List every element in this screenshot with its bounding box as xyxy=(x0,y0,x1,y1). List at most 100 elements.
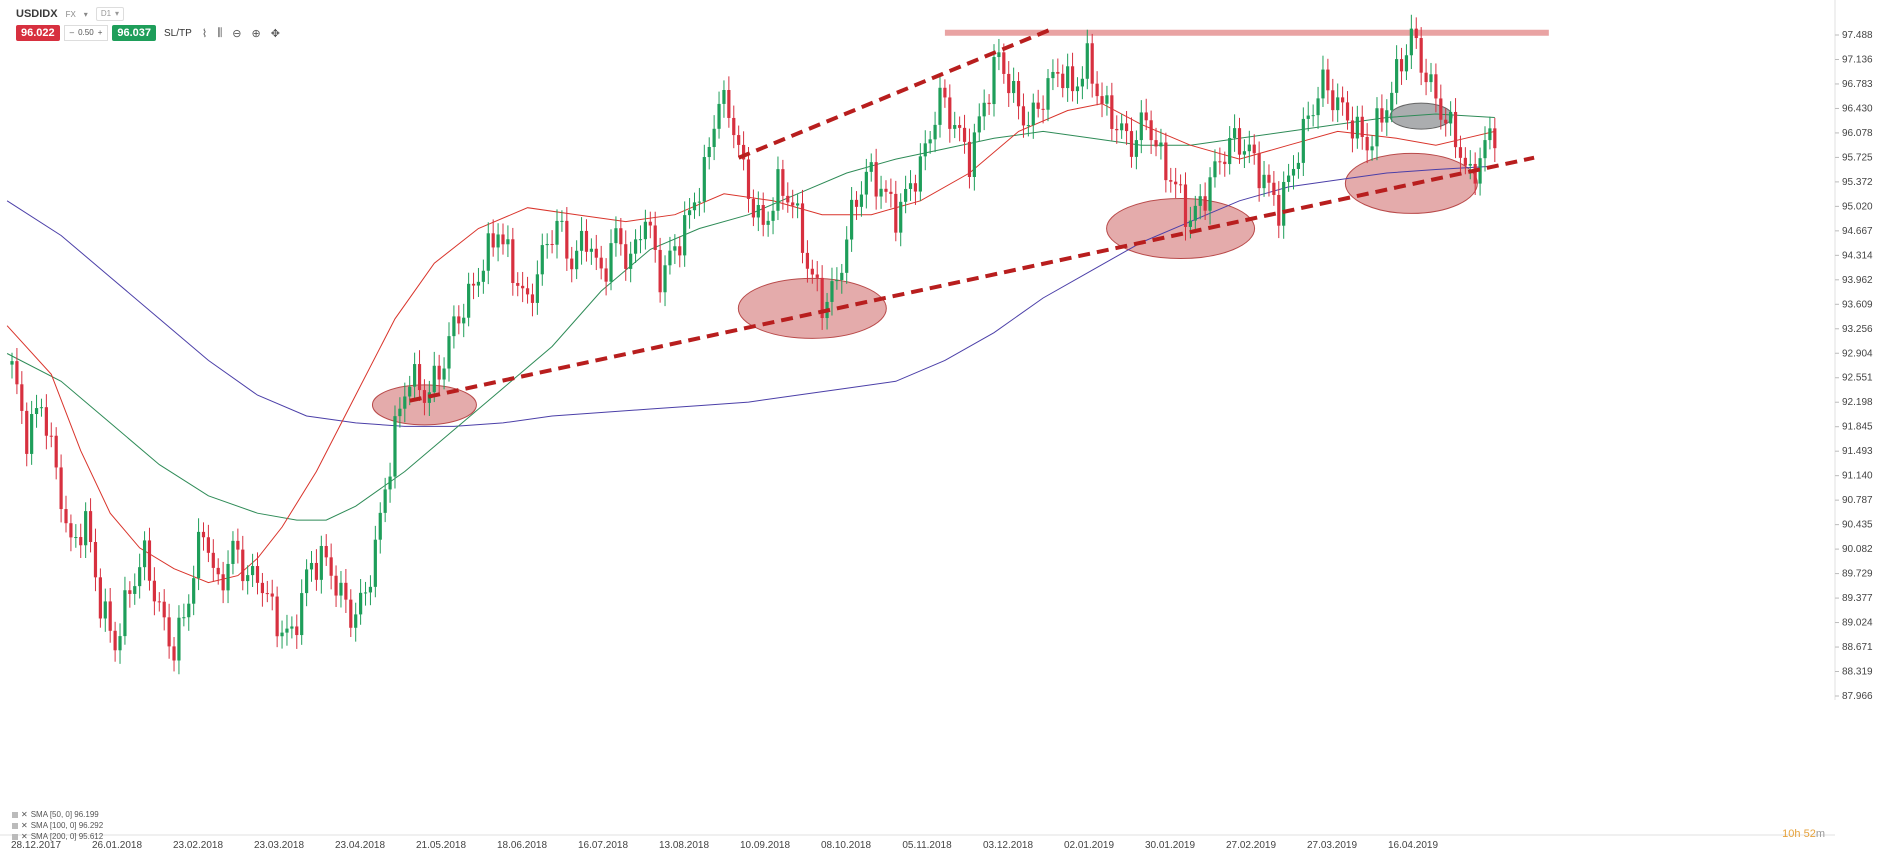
zoom-out-icon[interactable]: ⊖ xyxy=(232,27,242,40)
candle xyxy=(491,219,495,257)
candle-body xyxy=(1203,196,1207,211)
candle xyxy=(633,229,638,263)
candles-icon[interactable]: ⫼ xyxy=(217,26,223,39)
interval-select[interactable]: D1 ▾ xyxy=(95,7,125,21)
price-tick-label: 88.671 xyxy=(1842,642,1873,653)
candle xyxy=(437,354,441,394)
candle xyxy=(417,350,422,401)
time-tick-label: 21.05.2018 xyxy=(416,840,466,851)
spread-value: 0.50 xyxy=(78,28,94,37)
candle xyxy=(344,568,348,614)
candle xyxy=(629,241,633,283)
candle xyxy=(246,565,250,595)
candle xyxy=(255,552,260,595)
candle-body xyxy=(663,265,667,293)
candle-body xyxy=(413,364,417,387)
minus-icon[interactable]: – xyxy=(69,28,75,37)
candle xyxy=(1488,116,1492,150)
candle-body xyxy=(138,567,142,587)
candle-body xyxy=(383,489,387,513)
candle-body xyxy=(1100,96,1104,104)
candle xyxy=(334,565,338,607)
candle-body xyxy=(157,601,161,603)
candle xyxy=(570,246,574,283)
zoom-in-icon[interactable]: ⊕ xyxy=(251,27,261,40)
candle xyxy=(894,180,898,242)
settings-icon[interactable] xyxy=(12,822,18,829)
candle xyxy=(1267,164,1271,197)
candle xyxy=(10,352,14,379)
chevron-down-icon[interactable]: ▾ xyxy=(83,9,88,19)
candle-body xyxy=(722,89,726,104)
plus-icon[interactable]: + xyxy=(97,28,103,37)
candle-body xyxy=(1051,71,1055,79)
candle xyxy=(584,219,589,262)
settings-icon[interactable] xyxy=(12,833,18,840)
time-tick-label: 13.08.2018 xyxy=(659,840,709,851)
candle xyxy=(982,89,986,131)
candle-body xyxy=(840,272,844,280)
candle xyxy=(329,543,333,590)
candle xyxy=(1061,64,1065,98)
lower-trendline xyxy=(409,155,1535,403)
candle xyxy=(653,211,657,263)
candle xyxy=(1139,100,1143,154)
support-zone-4 xyxy=(1344,152,1478,214)
sell-button[interactable]: 96.022 xyxy=(16,25,60,41)
candle-body xyxy=(93,542,98,578)
crosshair-icon[interactable]: ✥ xyxy=(270,27,280,40)
candle xyxy=(771,197,775,235)
close-icon[interactable]: ✕ xyxy=(21,810,28,819)
instrument-header: USDIDX FX ▾ D1 ▾ xyxy=(16,6,125,22)
time-tick-label: 27.02.2019 xyxy=(1226,840,1276,851)
legend-sma200[interactable]: ✕ SMA [200, 0] 95.612 xyxy=(12,831,103,842)
candle xyxy=(1316,86,1320,129)
price-tick-label: 91.493 xyxy=(1842,446,1873,457)
candle xyxy=(142,531,147,581)
settings-icon[interactable] xyxy=(12,811,18,818)
candle-body xyxy=(84,511,88,546)
candle-body xyxy=(1375,108,1379,147)
candle xyxy=(953,111,957,139)
sltp-button[interactable]: SL/TP xyxy=(164,27,192,39)
candle-body xyxy=(1228,138,1232,165)
candle xyxy=(221,561,225,604)
candle-body xyxy=(1183,184,1188,227)
candle xyxy=(1326,58,1330,104)
candle xyxy=(791,189,795,219)
candle-body xyxy=(550,243,554,245)
candle xyxy=(265,580,269,603)
candle-body xyxy=(1002,52,1006,74)
legend-sma50[interactable]: ✕ SMA [50, 0] 96.199 xyxy=(12,809,103,820)
candle-body xyxy=(923,143,927,157)
candle xyxy=(123,576,127,645)
symbol-label[interactable]: USDIDX xyxy=(16,8,58,20)
candle-body xyxy=(368,586,373,593)
close-icon[interactable]: ✕ xyxy=(21,832,28,841)
candle xyxy=(1365,123,1369,164)
candle-body xyxy=(1493,128,1497,149)
candle xyxy=(1085,29,1089,90)
candle xyxy=(575,240,579,280)
candle-body xyxy=(737,135,741,145)
legend-sma100[interactable]: ✕ SMA [100, 0] 96.292 xyxy=(12,820,103,831)
candle-body xyxy=(167,617,171,647)
candle xyxy=(1134,130,1138,170)
candle-body xyxy=(1404,55,1409,72)
candle-body xyxy=(678,246,682,256)
legend-sma200-label: SMA [200, 0] 95.612 xyxy=(30,832,104,841)
close-icon[interactable]: ✕ xyxy=(21,821,28,830)
candle-body xyxy=(1296,162,1301,169)
time-tick-label: 05.11.2018 xyxy=(902,840,952,851)
candle xyxy=(39,398,44,417)
time-tick-label: 30.01.2019 xyxy=(1145,840,1195,851)
candle-body xyxy=(496,234,500,248)
candle-body xyxy=(609,243,613,282)
candle xyxy=(525,276,530,304)
candle xyxy=(452,305,456,349)
candle-body xyxy=(648,221,652,226)
buy-button[interactable]: 96.037 xyxy=(112,25,157,41)
price-tick-label: 97.488 xyxy=(1842,30,1873,41)
chart-line-icon[interactable]: ⌇ xyxy=(201,27,208,40)
